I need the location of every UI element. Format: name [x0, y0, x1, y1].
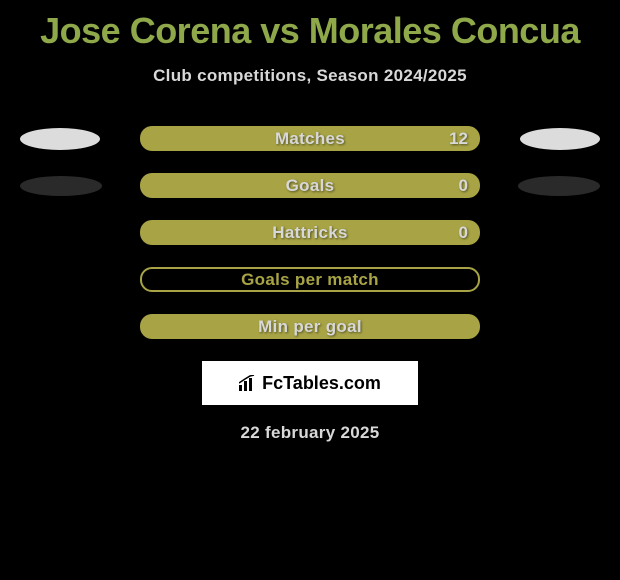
bar-row-hattricks: Hattricks 0: [0, 220, 620, 245]
bar-matches: Matches 12: [140, 126, 480, 151]
chart-icon: [239, 375, 259, 391]
left-ellipse-dark-icon: [20, 176, 102, 196]
subtitle: Club competitions, Season 2024/2025: [0, 66, 620, 86]
bar-goals-per-match: Goals per match: [140, 267, 480, 292]
bar-value: 12: [449, 129, 468, 149]
bar-label: Goals per match: [241, 270, 379, 290]
right-ellipse-icon: [520, 128, 600, 150]
bar-value: 0: [459, 223, 468, 243]
bars-container: Matches 12 Goals 0 Hattricks 0 Goals per…: [0, 126, 620, 339]
bar-label: Goals: [286, 176, 335, 196]
left-ellipse-icon: [20, 128, 100, 150]
bar-value: 0: [459, 176, 468, 196]
logo-text: FcTables.com: [239, 373, 381, 394]
logo-box: FcTables.com: [202, 361, 418, 405]
bar-row-goals: Goals 0: [0, 173, 620, 198]
bar-row-matches: Matches 12: [0, 126, 620, 151]
bar-label: Min per goal: [258, 317, 362, 337]
bar-label: Matches: [275, 129, 345, 149]
bar-row-goals-per-match: Goals per match: [0, 267, 620, 292]
page-title: Jose Corena vs Morales Concua: [0, 0, 620, 52]
bar-label: Hattricks: [272, 223, 347, 243]
right-ellipse-dark-icon: [518, 176, 600, 196]
logo-label: FcTables.com: [262, 373, 381, 394]
bar-row-min-per-goal: Min per goal: [0, 314, 620, 339]
bar-goals: Goals 0: [140, 173, 480, 198]
bar-min-per-goal: Min per goal: [140, 314, 480, 339]
bar-hattricks: Hattricks 0: [140, 220, 480, 245]
date-text: 22 february 2025: [0, 423, 620, 443]
